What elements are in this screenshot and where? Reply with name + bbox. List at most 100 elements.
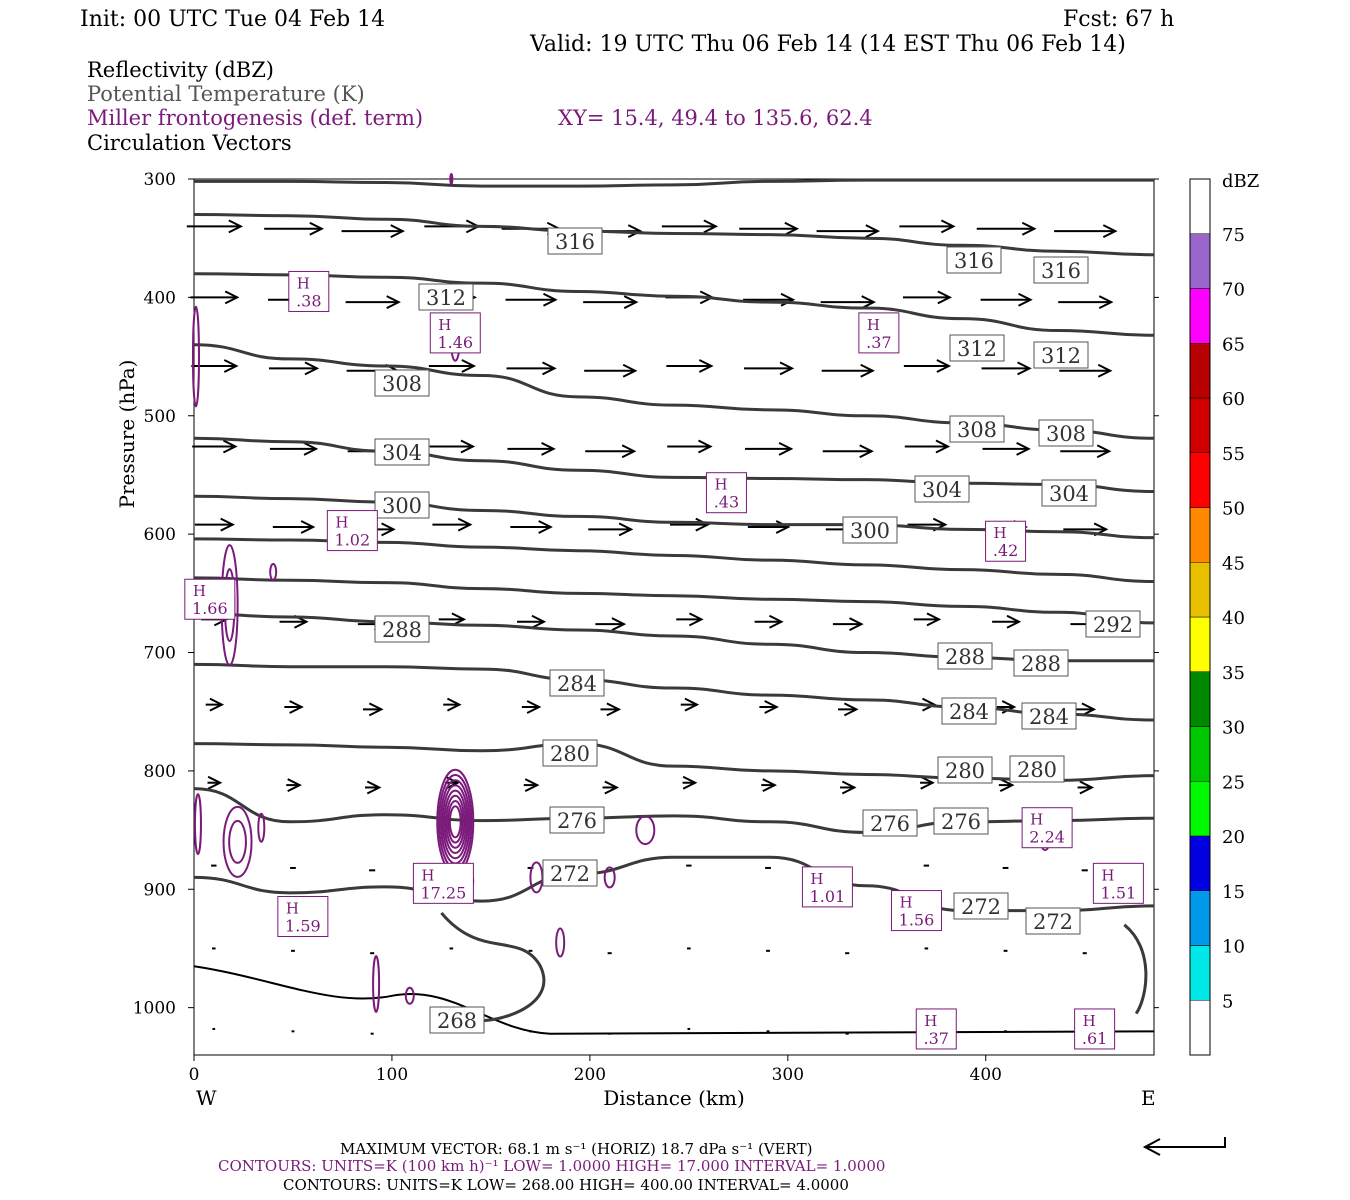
contour-label: 308 — [957, 418, 997, 442]
colorbar-swatch — [1189, 945, 1211, 1001]
vector-head — [1098, 295, 1114, 310]
vector-head — [936, 359, 952, 373]
max-value: 1.56 — [899, 911, 935, 930]
frontogenesis-contour — [441, 784, 469, 860]
max-marker: H — [810, 870, 823, 888]
vector-head — [1079, 780, 1095, 795]
vector-head — [779, 361, 795, 376]
contour-label: 312 — [426, 286, 466, 310]
colorbar-tick-label: 5 — [1222, 991, 1233, 1012]
vector-head — [304, 361, 320, 376]
contour-label: 280 — [1017, 758, 1057, 782]
contour-label: 284 — [1029, 705, 1069, 729]
colorbar-tick-label: 60 — [1222, 389, 1245, 410]
colorbar-tick-label: 45 — [1222, 553, 1245, 574]
contour-label: 316 — [555, 230, 595, 254]
frontogenesis-contour — [447, 799, 464, 844]
max-value: 1.01 — [810, 887, 846, 906]
max-box — [801, 866, 853, 908]
theta-contour — [193, 272, 1155, 337]
vector-head — [543, 292, 558, 307]
max-value: 1.46 — [437, 333, 473, 352]
init-time: Init: 00 UTC Tue 04 Feb 14 — [80, 7, 385, 32]
contour-label: 284 — [949, 700, 989, 724]
max-marker: H — [297, 274, 310, 292]
contour-label-box — [1033, 341, 1089, 369]
contour-label: 316 — [954, 249, 994, 273]
contour-label-box — [1013, 649, 1069, 677]
vector-head — [703, 219, 719, 234]
contour-label: 280 — [945, 759, 985, 783]
vector-head — [526, 700, 542, 714]
contour-label: 300 — [382, 494, 422, 518]
vector-head — [764, 700, 779, 714]
theta-contour — [440, 911, 546, 1022]
max-box — [705, 472, 747, 514]
vector-head — [366, 780, 382, 795]
contour-label-box — [429, 1006, 485, 1034]
max-box — [1074, 1008, 1116, 1050]
y-tick-label: 600 — [144, 525, 176, 545]
vector-head — [531, 614, 547, 629]
colorbar-swatch — [1189, 781, 1211, 837]
vector-head — [542, 361, 557, 376]
max-value: 1.51 — [1101, 883, 1137, 902]
colorbar-tick-label: 30 — [1222, 718, 1245, 739]
y-tick-label: 800 — [144, 762, 176, 782]
max-value: 1.66 — [192, 599, 228, 618]
frontogenesis-contour — [445, 794, 466, 849]
contour-label-box — [937, 756, 993, 784]
vector-head — [222, 439, 238, 454]
max-box — [890, 890, 942, 932]
vector-head — [926, 612, 942, 627]
contour-label: 308 — [382, 372, 422, 396]
max-box — [277, 895, 329, 937]
contour-label: 268 — [437, 1009, 477, 1033]
vector-head — [368, 702, 384, 717]
contour-label-box — [949, 334, 1005, 362]
max-marker: H — [438, 316, 451, 334]
vector-head — [623, 295, 639, 310]
colorbar-swatch — [1189, 233, 1211, 289]
frontogenesis-contour — [443, 789, 468, 854]
max-marker: H — [1083, 1012, 1096, 1030]
colorbar-tick-label: 10 — [1222, 937, 1245, 958]
contour-label: 288 — [945, 645, 985, 669]
contour-label: 272 — [550, 862, 590, 886]
colorbar-swatch — [1189, 178, 1211, 234]
max-marker: H — [714, 476, 727, 494]
colorbar-tick-label: 65 — [1222, 334, 1245, 355]
y-axis-label: Pressure (hPa) — [115, 360, 139, 509]
colorbar-title: dBZ — [1222, 171, 1259, 192]
frontogenesis-contour — [269, 563, 278, 582]
contour-label: 304 — [922, 478, 962, 502]
vector-head — [684, 697, 700, 712]
colorbar-swatch — [1189, 726, 1211, 782]
colorbar-swatch — [1189, 507, 1211, 563]
max-marker: H — [193, 582, 206, 600]
colorbar-tick-label: 20 — [1222, 827, 1245, 848]
theta-contour — [193, 178, 1154, 188]
field-label-vectors: Circulation Vectors — [87, 131, 292, 155]
vector-head — [1006, 614, 1022, 629]
contour-label-box — [842, 516, 898, 544]
vector-head — [457, 517, 473, 532]
vector-head — [300, 520, 316, 534]
y-tick-label: 500 — [144, 407, 176, 427]
vector-head — [940, 219, 956, 234]
west-label: W — [196, 1086, 217, 1110]
vector-head — [775, 520, 791, 534]
contour-labels: 316 316 316 312 312 312 308 308 308 304 304 304 300 3… — [374, 227, 1141, 1034]
max-value: .42 — [993, 541, 1018, 560]
valid-time: Valid: 19 UTC Thu 06 Feb 14 (14 EST Thu … — [529, 32, 1126, 57]
y-tick-label: 700 — [144, 644, 176, 664]
contour-label-box — [1033, 256, 1089, 284]
frontogenesis-contour — [222, 805, 253, 878]
colorbar-tick-label: 55 — [1222, 444, 1245, 465]
vector-head — [228, 219, 244, 234]
colorbar-swatch — [1189, 1000, 1211, 1056]
vector-head — [209, 697, 225, 712]
colorbar-swatch — [1189, 890, 1211, 946]
y-tick-label: 900 — [144, 880, 176, 900]
contour-label-box — [1009, 755, 1065, 783]
